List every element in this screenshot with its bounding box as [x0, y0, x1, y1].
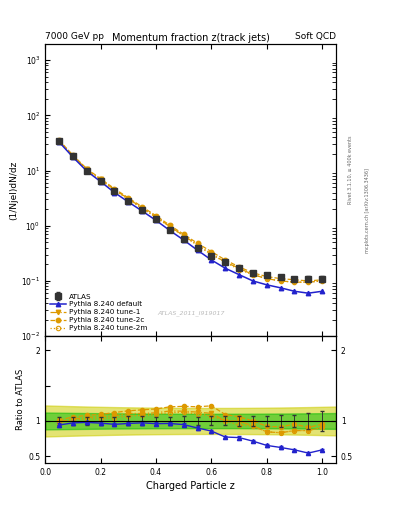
Pythia 8.240 tune-1 — [237, 265, 241, 271]
Pythia 8.240 tune-2c — [181, 231, 186, 238]
Pythia 8.240 default — [264, 282, 269, 288]
Pythia 8.240 tune-2m — [57, 138, 61, 144]
Pythia 8.240 tune-2c — [140, 204, 145, 210]
Pythia 8.240 tune-2m — [209, 251, 214, 258]
Pythia 8.240 tune-2c — [167, 222, 172, 228]
Pythia 8.240 default — [195, 247, 200, 253]
Pythia 8.240 tune-2c — [195, 240, 200, 246]
Pythia 8.240 tune-1 — [292, 279, 297, 285]
Pythia 8.240 tune-2c — [98, 176, 103, 182]
X-axis label: Charged Particle z: Charged Particle z — [146, 481, 235, 492]
Pythia 8.240 default — [306, 290, 311, 296]
Pythia 8.240 default — [84, 168, 89, 174]
Line: Pythia 8.240 tune-2m: Pythia 8.240 tune-2m — [57, 139, 324, 284]
Pythia 8.240 tune-1 — [167, 223, 172, 229]
Pythia 8.240 default — [278, 285, 283, 291]
Pythia 8.240 tune-2c — [306, 278, 311, 284]
Pythia 8.240 tune-2c — [57, 137, 61, 143]
Pythia 8.240 tune-2m — [140, 205, 145, 211]
Text: ATLAS_2011_I919017: ATLAS_2011_I919017 — [157, 310, 224, 316]
Pythia 8.240 tune-2m — [292, 279, 297, 285]
Pythia 8.240 tune-2c — [84, 165, 89, 172]
Pythia 8.240 tune-1 — [98, 176, 103, 182]
Pythia 8.240 tune-1 — [57, 138, 61, 144]
Text: 7000 GeV pp: 7000 GeV pp — [45, 32, 104, 41]
Pythia 8.240 default — [181, 237, 186, 243]
Pythia 8.240 default — [209, 257, 214, 263]
Pythia 8.240 default — [140, 208, 145, 214]
Pythia 8.240 tune-2m — [84, 167, 89, 173]
Line: Pythia 8.240 tune-1: Pythia 8.240 tune-1 — [57, 139, 324, 284]
Pythia 8.240 tune-2m — [167, 224, 172, 230]
Pythia 8.240 default — [126, 199, 130, 205]
Pythia 8.240 tune-2c — [154, 212, 158, 219]
Pythia 8.240 tune-2m — [264, 275, 269, 282]
Pythia 8.240 tune-1 — [306, 279, 311, 285]
Pythia 8.240 tune-1 — [320, 278, 325, 284]
Pythia 8.240 tune-1 — [209, 251, 214, 257]
Pythia 8.240 tune-2c — [112, 185, 117, 191]
Pythia 8.240 tune-1 — [278, 278, 283, 284]
Pythia 8.240 tune-2m — [126, 196, 130, 202]
Pythia 8.240 default — [251, 278, 255, 284]
Pythia 8.240 default — [70, 154, 75, 160]
Pythia 8.240 default — [223, 265, 228, 271]
Pythia 8.240 default — [292, 288, 297, 294]
Pythia 8.240 tune-1 — [84, 166, 89, 173]
Pythia 8.240 tune-2c — [223, 257, 228, 263]
Legend: ATLAS, Pythia 8.240 default, Pythia 8.240 tune-1, Pythia 8.240 tune-2c, Pythia 8: ATLAS, Pythia 8.240 default, Pythia 8.24… — [49, 292, 149, 332]
Pythia 8.240 tune-2m — [98, 177, 103, 183]
Pythia 8.240 default — [98, 179, 103, 185]
Pythia 8.240 tune-2m — [278, 278, 283, 284]
Pythia 8.240 default — [237, 271, 241, 278]
Pythia 8.240 default — [112, 189, 117, 196]
Pythia 8.240 tune-2m — [154, 214, 158, 220]
Pythia 8.240 default — [167, 227, 172, 233]
Pythia 8.240 tune-2m — [306, 279, 311, 285]
Pythia 8.240 tune-2m — [112, 187, 117, 194]
Pythia 8.240 tune-2c — [292, 276, 297, 283]
Pythia 8.240 tune-2m — [237, 267, 241, 273]
Pythia 8.240 tune-2m — [195, 242, 200, 248]
Pythia 8.240 tune-2m — [251, 271, 255, 278]
Pythia 8.240 tune-1 — [112, 186, 117, 193]
Pythia 8.240 default — [320, 288, 325, 294]
Pythia 8.240 tune-1 — [223, 259, 228, 265]
Pythia 8.240 tune-1 — [251, 271, 255, 278]
Text: Rivet 3.1.10, ≥ 400k events: Rivet 3.1.10, ≥ 400k events — [348, 135, 353, 204]
Y-axis label: (1/Njel)dN/dz: (1/Njel)dN/dz — [9, 160, 18, 220]
Pythia 8.240 tune-2c — [209, 248, 214, 254]
Pythia 8.240 tune-1 — [195, 242, 200, 248]
Line: Pythia 8.240 tune-2c: Pythia 8.240 tune-2c — [57, 138, 324, 283]
Pythia 8.240 default — [57, 139, 61, 145]
Line: Pythia 8.240 default: Pythia 8.240 default — [57, 140, 324, 295]
Pythia 8.240 tune-2m — [223, 259, 228, 265]
Pythia 8.240 default — [154, 217, 158, 223]
Pythia 8.240 tune-1 — [140, 205, 145, 211]
Pythia 8.240 tune-1 — [70, 153, 75, 159]
Y-axis label: Ratio to ATLAS: Ratio to ATLAS — [17, 369, 26, 431]
Text: mcplots.cern.ch [arXiv:1306.3436]: mcplots.cern.ch [arXiv:1306.3436] — [365, 168, 371, 253]
Pythia 8.240 tune-2c — [237, 264, 241, 270]
Text: Soft QCD: Soft QCD — [295, 32, 336, 41]
Pythia 8.240 tune-2c — [70, 152, 75, 158]
Pythia 8.240 tune-2m — [70, 153, 75, 159]
Title: Momentum fraction z(track jets): Momentum fraction z(track jets) — [112, 33, 270, 42]
Pythia 8.240 tune-2c — [126, 195, 130, 201]
Pythia 8.240 tune-2c — [264, 273, 269, 280]
Pythia 8.240 tune-2c — [251, 270, 255, 276]
Pythia 8.240 tune-1 — [154, 214, 158, 220]
Pythia 8.240 tune-1 — [264, 275, 269, 282]
Pythia 8.240 tune-2m — [320, 278, 325, 284]
Pythia 8.240 tune-2c — [320, 276, 325, 283]
Pythia 8.240 tune-1 — [181, 232, 186, 239]
Pythia 8.240 tune-2c — [278, 275, 283, 282]
Pythia 8.240 tune-1 — [126, 196, 130, 202]
Pythia 8.240 tune-2m — [181, 233, 186, 239]
